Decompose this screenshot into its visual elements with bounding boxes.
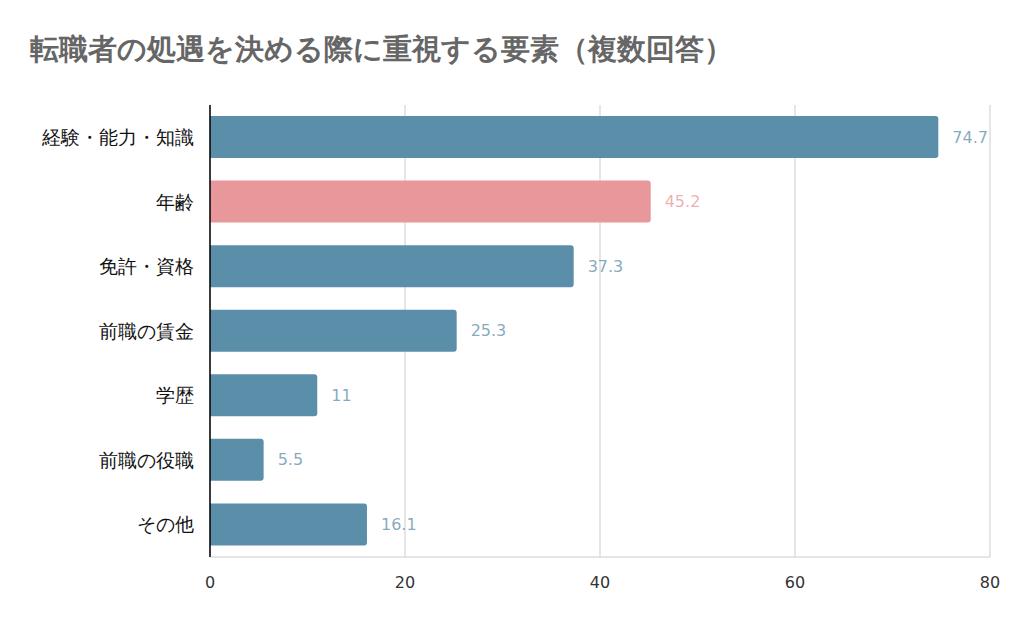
svg-text:16.1: 16.1 (381, 515, 417, 534)
svg-text:37.3: 37.3 (588, 257, 624, 276)
svg-text:11: 11 (331, 386, 351, 405)
svg-text:40: 40 (590, 573, 610, 592)
svg-text:80: 80 (980, 573, 1000, 592)
svg-text:年齢: 年齢 (156, 191, 194, 213)
svg-text:74.7: 74.7 (952, 128, 988, 147)
svg-text:25.3: 25.3 (471, 321, 507, 340)
svg-text:5.5: 5.5 (278, 450, 303, 469)
svg-text:前職の役職: 前職の役職 (99, 449, 194, 471)
html-text:転職者の処遇を決める際に重視する要素（複数回答）: 転職者の処遇を決める際に重視する要素（複数回答） (30, 32, 733, 66)
svg-text:その他: その他 (137, 513, 194, 535)
svg-text:45.2: 45.2 (665, 192, 701, 211)
svg-text:前職の賃金: 前職の賃金 (99, 320, 194, 342)
svg-text:20: 20 (395, 573, 415, 592)
svg-text:学歴: 学歴 (156, 384, 194, 406)
svg-text:60: 60 (785, 573, 805, 592)
svg-text:0: 0 (205, 573, 215, 592)
svg-text:免許・資格: 免許・資格 (99, 255, 194, 277)
svg-text:経験・能力・知識: 経験・能力・知識 (41, 126, 194, 148)
